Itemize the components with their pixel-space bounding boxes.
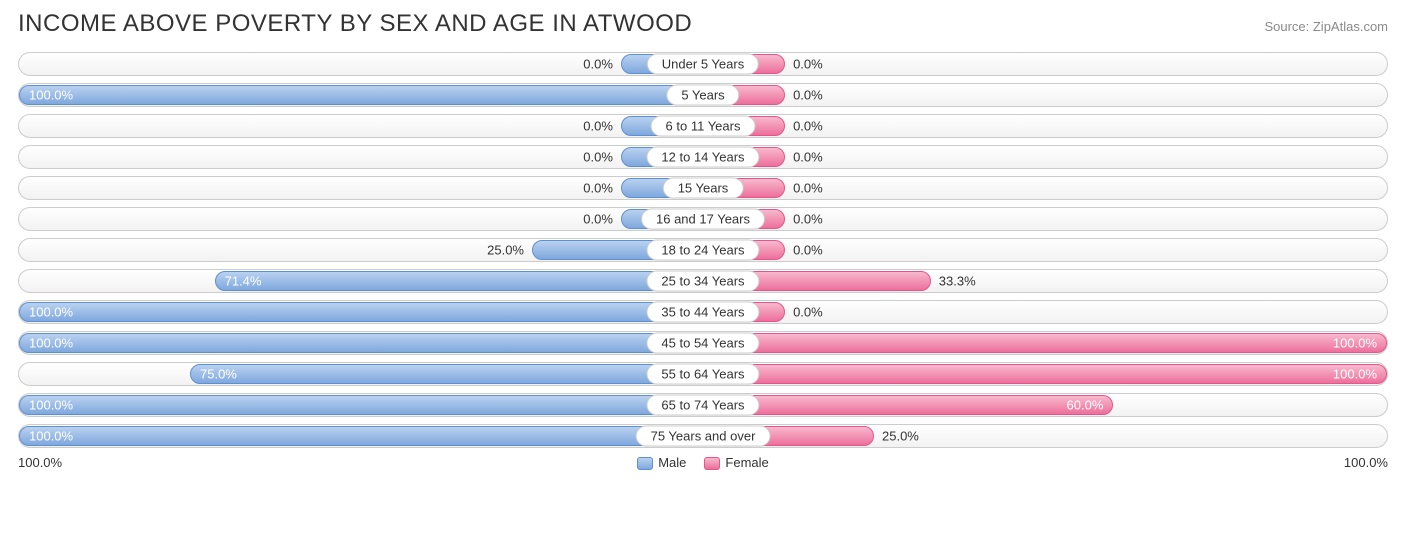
male-value: 0.0% <box>583 150 613 165</box>
legend-female-label: Female <box>725 455 768 470</box>
male-value: 100.0% <box>29 429 73 444</box>
chart-row: 0.0% 0.0% 12 to 14 Years <box>18 145 1388 169</box>
chart-row: 0.0% 0.0% 6 to 11 Years <box>18 114 1388 138</box>
male-value: 25.0% <box>487 243 524 258</box>
chart-row: 0.0% 0.0% 16 and 17 Years <box>18 207 1388 231</box>
category-label: Under 5 Years <box>647 54 759 75</box>
chart-row: 75.0% 100.0% 55 to 64 Years <box>18 362 1388 386</box>
male-bar <box>19 426 703 446</box>
male-bar <box>215 271 703 291</box>
male-value: 100.0% <box>29 398 73 413</box>
female-value: 100.0% <box>1333 367 1377 382</box>
axis-right-label: 100.0% <box>1344 455 1388 470</box>
chart-row: 100.0% 25.0% 75 Years and over <box>18 424 1388 448</box>
category-label: 12 to 14 Years <box>646 147 759 168</box>
male-value: 100.0% <box>29 88 73 103</box>
legend-male: Male <box>637 455 686 470</box>
female-value: 60.0% <box>1067 398 1104 413</box>
chart-row: 100.0% 0.0% 35 to 44 Years <box>18 300 1388 324</box>
female-value: 0.0% <box>793 150 823 165</box>
category-label: 45 to 54 Years <box>646 333 759 354</box>
female-value: 25.0% <box>882 429 919 444</box>
legend-female: Female <box>704 455 768 470</box>
chart-row: 100.0% 0.0% 5 Years <box>18 83 1388 107</box>
chart-row: 100.0% 60.0% 65 to 74 Years <box>18 393 1388 417</box>
female-value: 100.0% <box>1333 336 1377 351</box>
category-label: 55 to 64 Years <box>646 364 759 385</box>
female-value: 0.0% <box>793 119 823 134</box>
legend-male-label: Male <box>658 455 686 470</box>
category-label: 5 Years <box>666 85 739 106</box>
legend: Male Female <box>637 455 769 470</box>
category-label: 18 to 24 Years <box>646 240 759 261</box>
chart-row: 25.0% 0.0% 18 to 24 Years <box>18 238 1388 262</box>
male-value: 0.0% <box>583 212 613 227</box>
female-value: 0.0% <box>793 243 823 258</box>
legend-female-swatch <box>704 457 720 470</box>
male-bar <box>19 333 703 353</box>
female-value: 0.0% <box>793 88 823 103</box>
chart-source: Source: ZipAtlas.com <box>1264 19 1388 34</box>
male-value: 0.0% <box>583 119 613 134</box>
female-bar <box>703 364 1387 384</box>
category-label: 16 and 17 Years <box>641 209 765 230</box>
male-value: 100.0% <box>29 336 73 351</box>
chart-footer: 100.0% Male Female 100.0% <box>18 455 1388 470</box>
male-bar <box>19 85 703 105</box>
female-bar <box>703 395 1113 415</box>
chart-header: INCOME ABOVE POVERTY BY SEX AND AGE IN A… <box>18 10 1388 38</box>
male-bar <box>19 302 703 322</box>
female-value: 0.0% <box>793 57 823 72</box>
male-value: 100.0% <box>29 305 73 320</box>
category-label: 6 to 11 Years <box>651 116 756 137</box>
category-label: 35 to 44 Years <box>646 302 759 323</box>
male-value: 71.4% <box>225 274 262 289</box>
chart-title: INCOME ABOVE POVERTY BY SEX AND AGE IN A… <box>18 10 692 38</box>
male-value: 75.0% <box>200 367 237 382</box>
category-label: 75 Years and over <box>636 426 771 447</box>
male-value: 0.0% <box>583 181 613 196</box>
male-value: 0.0% <box>583 57 613 72</box>
legend-male-swatch <box>637 457 653 470</box>
female-value: 33.3% <box>939 274 976 289</box>
category-label: 65 to 74 Years <box>646 395 759 416</box>
male-bar <box>190 364 703 384</box>
chart-row: 71.4% 33.3% 25 to 34 Years <box>18 269 1388 293</box>
category-label: 25 to 34 Years <box>646 271 759 292</box>
axis-left-label: 100.0% <box>18 455 62 470</box>
chart-row: 0.0% 0.0% Under 5 Years <box>18 52 1388 76</box>
female-bar <box>703 333 1387 353</box>
male-bar <box>19 395 703 415</box>
female-value: 0.0% <box>793 305 823 320</box>
chart-row: 100.0% 100.0% 45 to 54 Years <box>18 331 1388 355</box>
chart-container: INCOME ABOVE POVERTY BY SEX AND AGE IN A… <box>0 0 1406 478</box>
chart-rows: 0.0% 0.0% Under 5 Years 100.0% 0.0% 5 Years 0.… <box>18 52 1388 448</box>
chart-row: 0.0% 0.0% 15 Years <box>18 176 1388 200</box>
female-value: 0.0% <box>793 212 823 227</box>
category-label: 15 Years <box>663 178 744 199</box>
female-value: 0.0% <box>793 181 823 196</box>
